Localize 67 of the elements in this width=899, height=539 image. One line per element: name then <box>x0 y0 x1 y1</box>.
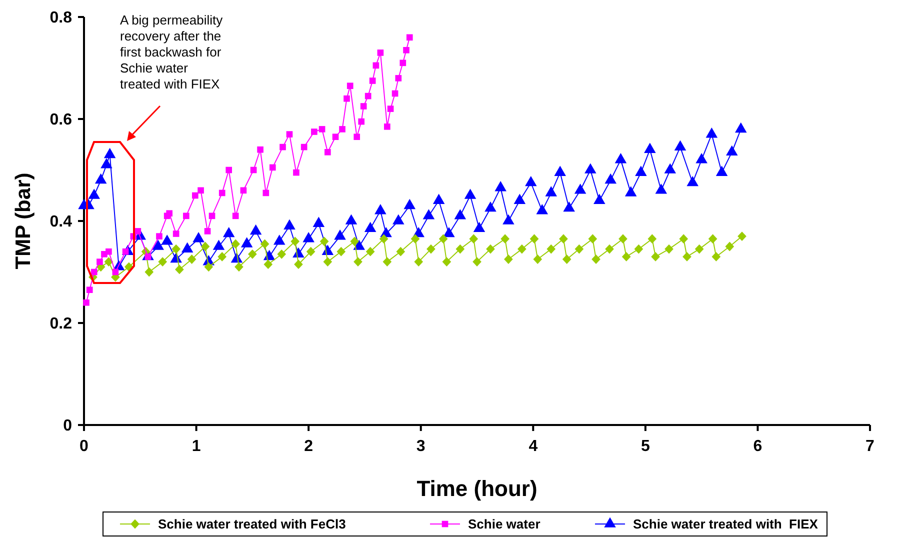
point <box>354 134 360 140</box>
point <box>344 95 350 102</box>
point <box>387 106 394 112</box>
point <box>400 60 406 66</box>
y-tick-label: 0.8 <box>50 10 72 27</box>
point <box>377 50 384 56</box>
point <box>372 62 380 69</box>
x-tick-label: 6 <box>753 438 762 455</box>
point <box>369 78 376 84</box>
x-tick-label: 7 <box>866 438 875 455</box>
point <box>346 82 354 90</box>
point <box>106 248 112 255</box>
point <box>166 210 172 217</box>
point <box>384 123 390 130</box>
point <box>198 187 204 194</box>
y-tick-label: 0.6 <box>50 112 72 129</box>
x-tick-label: 3 <box>416 438 426 455</box>
legend-label: Schie water <box>468 516 540 532</box>
point <box>364 92 372 100</box>
point <box>86 286 93 294</box>
point <box>250 166 257 174</box>
point <box>204 228 211 234</box>
x-tick-label: 4 <box>528 438 538 455</box>
point <box>403 46 410 54</box>
x-tick-label: 5 <box>640 438 650 455</box>
point <box>339 126 346 132</box>
point <box>226 166 232 174</box>
annotation: A big permeability recovery after the first backwash for Schie water treated with FIEX <box>120 12 224 92</box>
y-tick-label: 0.2 <box>50 316 72 333</box>
point <box>232 212 239 220</box>
point <box>311 128 318 135</box>
point <box>83 299 90 306</box>
point <box>192 192 198 199</box>
x-tick-label: 0 <box>80 438 89 455</box>
point <box>257 146 264 153</box>
y-axis-title: TMP (bar) <box>12 172 35 270</box>
y-tick-label: 0 <box>63 418 72 435</box>
point <box>360 103 367 110</box>
point <box>318 126 326 132</box>
point <box>286 131 293 138</box>
point <box>300 144 308 150</box>
point <box>208 212 216 220</box>
point <box>395 75 402 82</box>
point <box>240 187 247 194</box>
point <box>269 164 276 171</box>
point <box>293 169 300 176</box>
point <box>172 230 180 237</box>
point <box>392 90 398 97</box>
point <box>358 118 365 125</box>
point <box>156 233 162 240</box>
y-tick-label: 0.4 <box>50 214 72 231</box>
point <box>280 144 286 150</box>
point <box>332 134 339 140</box>
point <box>262 190 270 196</box>
x-tick-label: 2 <box>304 438 314 455</box>
x-axis-title: Time (hour) <box>416 476 538 501</box>
legend-label: Schie water treated with FeCl3 <box>158 516 346 532</box>
point <box>90 268 98 276</box>
point <box>183 212 190 220</box>
point <box>112 268 119 276</box>
point <box>96 258 103 265</box>
legend-label: Schie water treated with FIEX <box>633 516 818 532</box>
point <box>134 228 142 234</box>
point <box>406 34 413 41</box>
point <box>218 190 226 196</box>
point <box>324 148 331 156</box>
x-tick-label: 1 <box>192 438 201 455</box>
